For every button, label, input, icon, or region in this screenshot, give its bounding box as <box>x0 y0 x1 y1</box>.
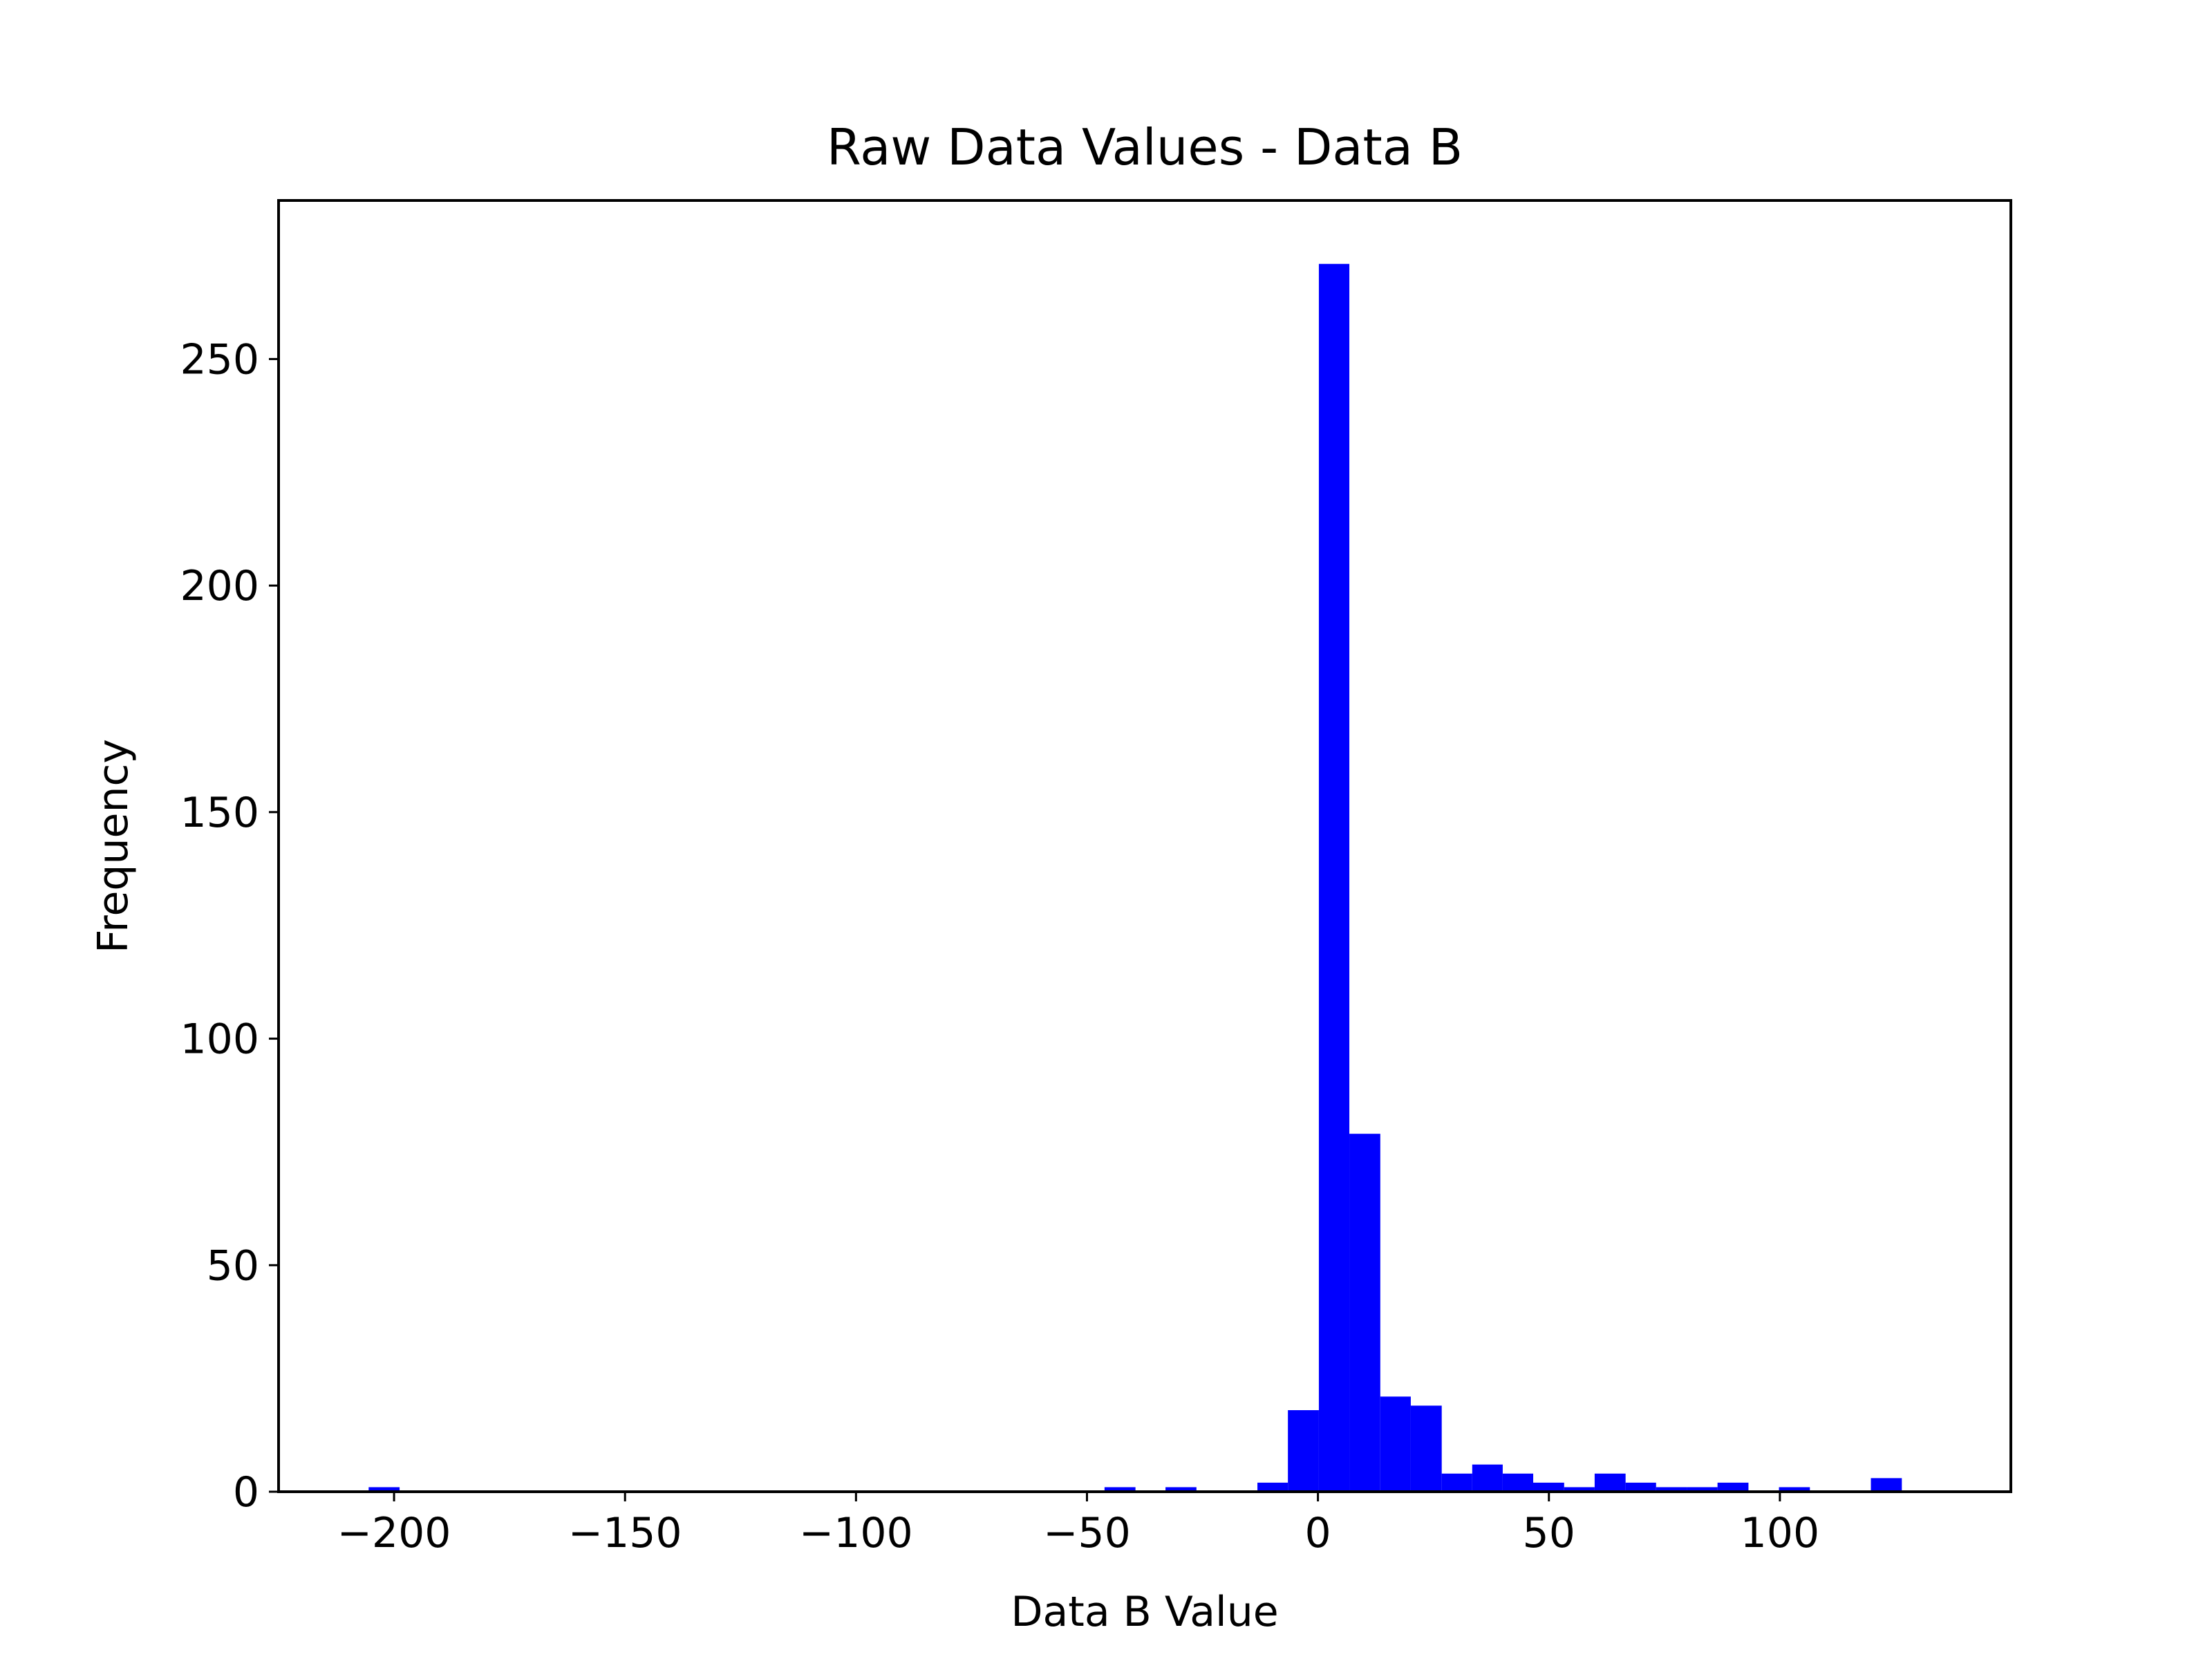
x-axis-ticks: −200 −150 −100 −50 0 50 100 <box>337 1492 1819 1557</box>
x-tick-label: 0 <box>1305 1509 1331 1557</box>
histogram-bar <box>1779 1487 1810 1492</box>
y-tick-label: 100 <box>180 1015 259 1064</box>
histogram-bar <box>1104 1487 1136 1492</box>
y-axis-label: Frequency <box>89 739 138 953</box>
y-tick-label: 250 <box>180 335 259 384</box>
histogram-bar <box>1871 1478 1902 1492</box>
x-tick-label: −50 <box>1043 1509 1131 1557</box>
histogram-bar <box>1288 1410 1319 1492</box>
histogram-bar <box>1687 1487 1718 1492</box>
x-axis-label: Data B Value <box>1011 1588 1278 1636</box>
histogram-bar <box>1441 1473 1472 1492</box>
histogram-bar <box>1349 1134 1380 1492</box>
chart-title: Raw Data Values - Data B <box>827 118 1463 176</box>
y-tick-label: 150 <box>180 789 259 837</box>
histogram-bar <box>1625 1482 1656 1492</box>
y-axis-ticks: 0 50 100 150 200 250 <box>180 335 279 1517</box>
y-tick-label: 50 <box>207 1241 259 1290</box>
y-tick-label: 200 <box>180 562 259 610</box>
histogram-bar <box>1165 1487 1197 1492</box>
x-tick-label: 100 <box>1741 1509 1820 1557</box>
x-tick-label: −200 <box>337 1509 451 1557</box>
x-tick-label: −100 <box>799 1509 913 1557</box>
plot-area-frame <box>277 199 2012 1493</box>
x-tick-label: 50 <box>1523 1509 1575 1557</box>
histogram-bar <box>1380 1396 1411 1492</box>
histogram-bar <box>1472 1464 1503 1492</box>
histogram-bar <box>1717 1482 1749 1492</box>
histogram-bar <box>1594 1473 1626 1492</box>
histogram-bar <box>1656 1487 1687 1492</box>
histogram-bar <box>1257 1482 1288 1492</box>
histogram-bar <box>1564 1487 1595 1492</box>
histogram-bar <box>1533 1482 1564 1492</box>
histogram-bar <box>368 1487 400 1492</box>
x-tick-label: −150 <box>568 1509 682 1557</box>
histogram-bar <box>1410 1405 1442 1492</box>
histogram-bars <box>368 263 1902 1492</box>
histogram-bar <box>1318 263 1350 1492</box>
histogram-bar <box>1502 1473 1534 1492</box>
y-tick-label: 0 <box>233 1468 259 1517</box>
